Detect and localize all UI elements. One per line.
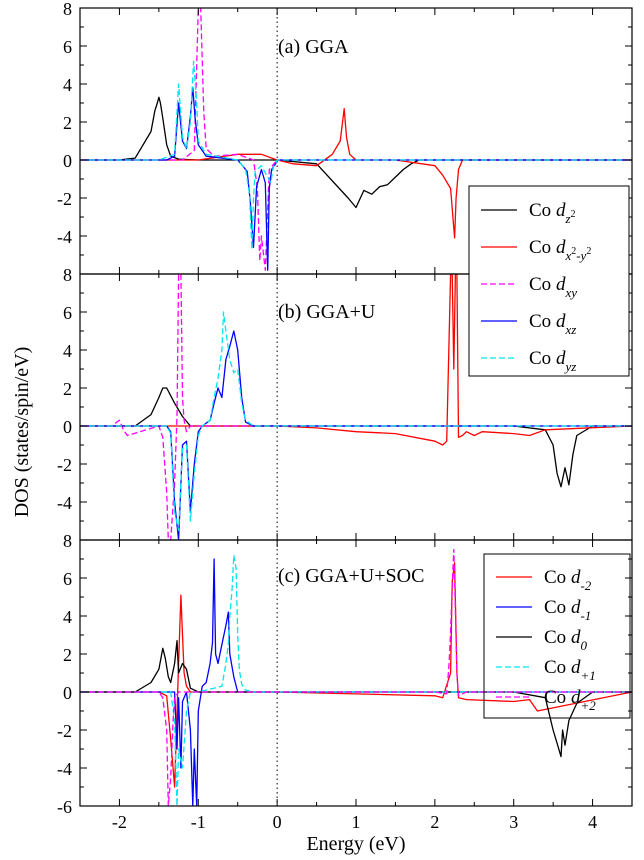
y-tick-label: -2 [57, 189, 72, 209]
y-tick-label: 8 [63, 265, 72, 285]
y-tick-label: 2 [63, 645, 72, 665]
legend-label: Co d0 [544, 627, 587, 653]
y-tick-label: -2 [57, 721, 72, 741]
y-tick-label: 6 [63, 37, 72, 57]
y-tick-label: 6 [63, 569, 72, 589]
legend-box [483, 553, 631, 719]
x-tick-label: -2 [112, 812, 127, 832]
y-tick-label: 0 [63, 683, 72, 703]
x-tick-label: 3 [509, 812, 518, 832]
legend-label: Co d-2 [544, 567, 592, 593]
panel-c-title: (c) GGA+U+SOC [278, 565, 424, 587]
series-line-0 [80, 640, 632, 758]
panel-a-title: (a) GGA [278, 36, 349, 58]
y-axis-label: DOS (states/spin/eV) [11, 347, 33, 518]
y-tick-label: -2 [57, 455, 72, 475]
panel-b-gga-u: -4 -2 0 2 4 6 8 [57, 265, 633, 541]
legend-label: Co dyz [529, 348, 576, 374]
legend-soc-orbitals: Co d-2 Co d-1 Co d0 Co d+1 Co d+2 [483, 553, 631, 719]
legend-label: Co dxz [529, 311, 576, 337]
x-tick-label: 0 [273, 812, 282, 832]
series-line-4 [80, 311, 632, 532]
legend-label: Co dxy [529, 274, 577, 300]
y-tick-label: -6 [57, 797, 72, 817]
series-line-+2 [80, 548, 632, 806]
legend-box [468, 185, 630, 377]
y-tick-label: 4 [63, 607, 72, 627]
y-tick-label: 8 [63, 531, 72, 551]
y-tick-label: -4 [57, 759, 72, 779]
panel-a-gga: -4 -2 0 2 4 6 8 [57, 0, 633, 275]
y-tick-label: 4 [63, 341, 72, 361]
x-tick-label: 4 [588, 812, 597, 832]
series-line-xy [80, 8, 632, 271]
series-line-x [80, 108, 632, 239]
x-tick-label: 2 [430, 812, 439, 832]
x-tick-label: 1 [352, 812, 361, 832]
y-tick-label: 2 [63, 113, 72, 133]
series-line-1 [80, 274, 632, 446]
legend-label: Co d+1 [544, 657, 596, 683]
series-line--1 [80, 558, 632, 806]
x-tick-label: -1 [191, 812, 206, 832]
series-line-z [80, 96, 632, 209]
y-tick-label: 6 [63, 303, 72, 323]
y-tick-label: 8 [63, 0, 72, 19]
legend-label: Co dz2 [529, 200, 576, 226]
legend-label: Co dx2-y2 [529, 237, 591, 263]
panel-c-gga-u-soc: -6 -4 -2 0 2 4 6 8 -2 -1 0 1 2 3 4 [57, 531, 633, 832]
y-tick-label: -4 [57, 493, 72, 513]
y-tick-label: 2 [63, 379, 72, 399]
y-tick-label: 0 [63, 151, 72, 171]
y-tick-label: -4 [57, 227, 72, 247]
legend-spin-orbitals: Co dz2 Co dx2-y2 Co dxy Co dxz Co dyz [468, 185, 630, 377]
series-line-+1 [80, 554, 632, 806]
y-tick-label: 4 [63, 75, 72, 95]
x-axis-label: Energy (eV) [306, 833, 405, 855]
legend-label: Co d+2 [544, 687, 596, 713]
series-line-yz [80, 60, 632, 250]
legend-label: Co d-1 [544, 597, 591, 623]
series-line-2 [80, 274, 632, 540]
panel-b-title: (b) GGA+U [278, 301, 376, 323]
y-tick-label: 0 [63, 417, 72, 437]
